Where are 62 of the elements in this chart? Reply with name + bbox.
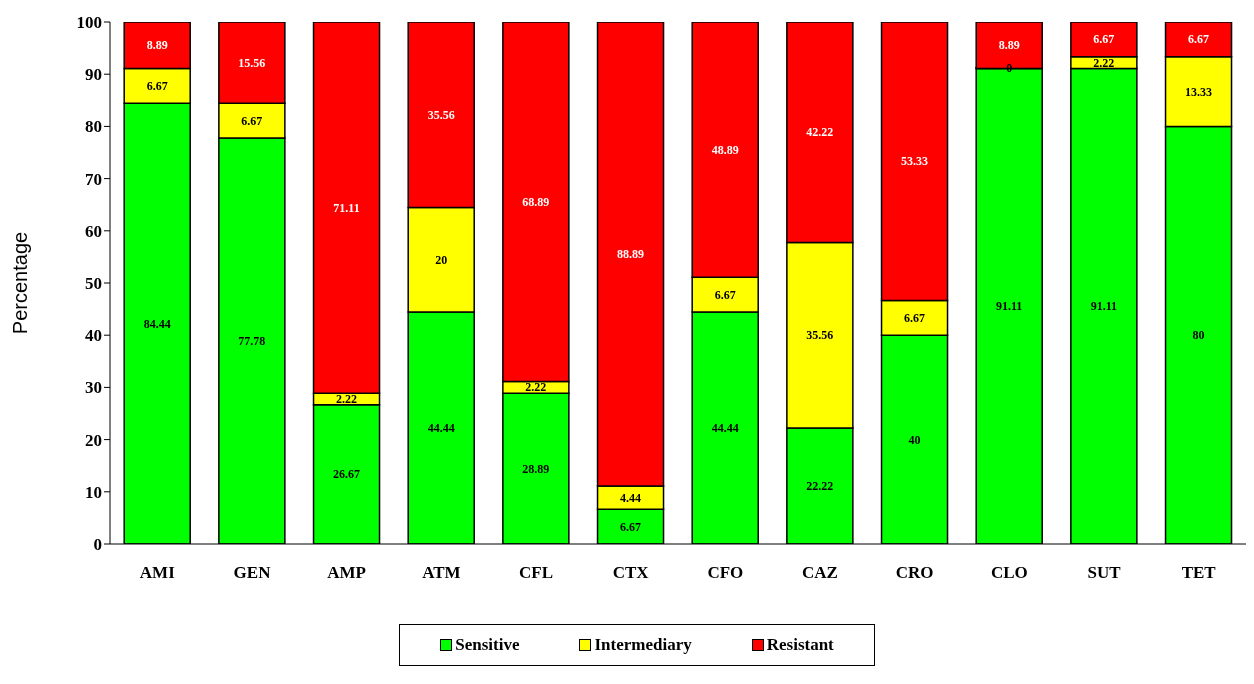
x-tick-label: ATM xyxy=(422,563,461,583)
x-tick-label: CAZ xyxy=(802,563,838,583)
data-label: 44.44 xyxy=(427,421,455,436)
data-label: 8.89 xyxy=(998,38,1020,53)
legend-label: Resistant xyxy=(765,635,834,655)
data-label: 15.56 xyxy=(238,55,266,70)
data-label: 6.67 xyxy=(241,113,263,128)
data-label: 6.67 xyxy=(146,78,168,93)
data-label: 6.67 xyxy=(620,519,642,534)
y-tick-label: 40 xyxy=(85,326,102,346)
data-label: 84.44 xyxy=(143,316,171,331)
data-label: 53.33 xyxy=(901,154,929,169)
y-tick-label: 20 xyxy=(85,430,102,450)
x-tick-label: CFO xyxy=(707,563,744,583)
data-label: 80 xyxy=(1192,328,1205,343)
y-axis-title: Percentage xyxy=(9,231,32,335)
x-tick-label: SUT xyxy=(1087,563,1122,583)
legend-label: Sensitive xyxy=(454,635,520,655)
y-tick-label: 70 xyxy=(85,169,102,189)
x-tick-label: CFL xyxy=(519,563,553,583)
data-label: 26.67 xyxy=(333,467,361,482)
x-tick-label: CRO xyxy=(895,563,934,583)
data-label: 40 xyxy=(908,432,921,447)
data-label: 6.67 xyxy=(1093,32,1115,47)
data-label: 20 xyxy=(435,252,448,267)
x-tick-label: CTX xyxy=(612,563,650,583)
data-label: 2.22 xyxy=(1093,55,1115,70)
data-label: 28.89 xyxy=(522,461,550,476)
data-label: 22.22 xyxy=(806,479,834,494)
data-label: 44.44 xyxy=(711,421,739,436)
data-label: 6.67 xyxy=(1188,32,1210,47)
data-label: 13.33 xyxy=(1185,84,1213,99)
data-label: 8.89 xyxy=(146,38,168,53)
x-tick-label: AMP xyxy=(327,563,367,583)
legend-label: Intermediary xyxy=(593,635,692,655)
data-label: 68.89 xyxy=(522,194,550,209)
data-label: 91.11 xyxy=(996,299,1023,314)
data-label: 91.11 xyxy=(1090,299,1118,314)
data-label: 4.44 xyxy=(620,490,642,505)
y-tick-label: 60 xyxy=(85,221,102,241)
data-label: 2.22 xyxy=(336,391,358,406)
y-tick-label: 80 xyxy=(85,117,102,137)
x-tick-label: AMI xyxy=(139,563,176,583)
data-label: 71.11 xyxy=(333,200,360,215)
y-tick-label: 100 xyxy=(76,13,102,33)
x-tick-label: GEN xyxy=(233,563,272,583)
data-label: 6.67 xyxy=(714,287,736,302)
x-tick-label: CLO xyxy=(990,563,1028,583)
data-label: 35.56 xyxy=(427,107,455,122)
y-tick-label: 0 xyxy=(93,535,102,555)
data-label: 48.89 xyxy=(711,142,739,157)
y-tick-label: 90 xyxy=(85,65,102,85)
data-label: 42.22 xyxy=(806,125,834,140)
y-tick-label: 50 xyxy=(85,274,102,294)
data-label: 35.56 xyxy=(806,328,834,343)
data-label: 2.22 xyxy=(525,380,547,395)
x-tick-label: TET xyxy=(1181,563,1217,583)
y-tick-label: 10 xyxy=(85,482,102,502)
y-tick-label: 30 xyxy=(85,378,102,398)
data-label: 77.78 xyxy=(238,333,266,348)
data-label: 6.67 xyxy=(904,310,926,325)
data-label: 88.89 xyxy=(617,247,645,261)
